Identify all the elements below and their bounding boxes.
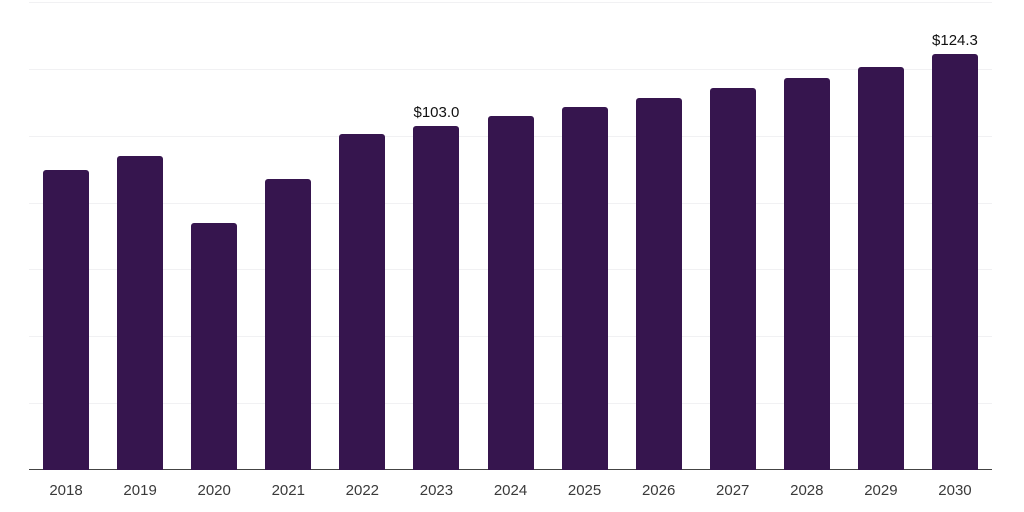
x-tick-2022: 2022 bbox=[345, 482, 380, 499]
x-tick-2026: 2026 bbox=[641, 482, 676, 499]
bar-2028 bbox=[783, 77, 830, 470]
x-axis: 2018 2019 2020 2021 2022 2023 2024 2025 2026 2027… bbox=[29, 482, 992, 506]
x-tick-2020: 2020 bbox=[197, 482, 231, 499]
x-tick-2028: 2028 bbox=[790, 482, 824, 499]
bar-2029 bbox=[857, 66, 904, 470]
x-tick-2023: 2023 bbox=[419, 482, 454, 499]
bar-2030 bbox=[931, 54, 978, 470]
bar-2022 bbox=[339, 134, 386, 470]
x-tick-2025: 2025 bbox=[567, 482, 602, 499]
data-label-2023: $103.0 bbox=[413, 103, 460, 121]
bar-2023 bbox=[413, 125, 460, 470]
x-tick-2027: 2027 bbox=[716, 482, 750, 499]
bar-2019 bbox=[117, 155, 164, 470]
data-label-2030: $124.3 bbox=[932, 32, 978, 50]
x-tick-2018: 2018 bbox=[49, 482, 83, 499]
bar-2020 bbox=[191, 223, 238, 470]
plot-area: $103.0 $124.3 bbox=[29, 2, 992, 470]
x-tick-2024: 2024 bbox=[493, 482, 528, 499]
bar-2025 bbox=[561, 107, 608, 470]
bar-2021 bbox=[265, 178, 312, 470]
x-tick-2021: 2021 bbox=[271, 482, 305, 499]
x-tick-2030: 2030 bbox=[938, 482, 972, 499]
gridline-140 bbox=[29, 2, 992, 3]
x-tick-2019: 2019 bbox=[123, 482, 157, 499]
bar-2027 bbox=[709, 87, 756, 470]
bar-2018 bbox=[43, 170, 90, 470]
bar-2024 bbox=[487, 115, 534, 470]
bar-2026 bbox=[635, 98, 682, 470]
x-tick-2029: 2029 bbox=[864, 482, 898, 499]
gridline-120 bbox=[29, 68, 992, 70]
